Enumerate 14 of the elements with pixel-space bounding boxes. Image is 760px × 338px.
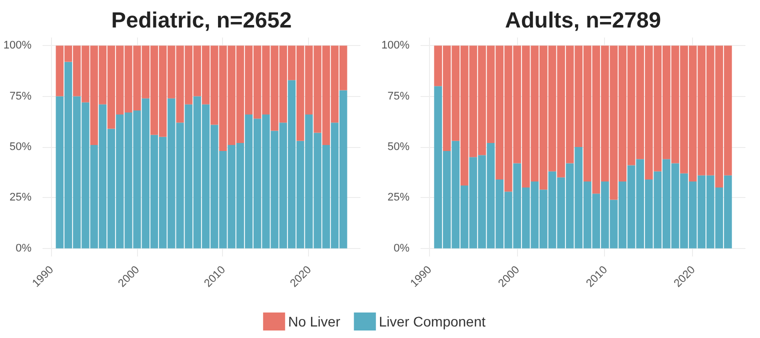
y-tick-label: 75% (387, 90, 410, 102)
y-tick-label: 50% (387, 141, 410, 153)
y-tick-label: 25% (387, 192, 410, 204)
legend-label: No Liver (288, 314, 341, 330)
chart-title: Pediatric, n=2652 (111, 8, 292, 32)
y-tick-label: 25% (9, 192, 32, 204)
y-tick-label: 50% (9, 141, 32, 153)
y-tick-label: 0% (394, 242, 410, 254)
y-tick-label: 100% (3, 40, 32, 52)
chart-title: Adults, n=2789 (505, 8, 661, 32)
y-tick-label: 75% (9, 90, 32, 102)
y-tick-label: 100% (381, 40, 410, 52)
y-tick-label: 0% (16, 242, 32, 254)
legend-label: Liver Component (378, 314, 486, 330)
